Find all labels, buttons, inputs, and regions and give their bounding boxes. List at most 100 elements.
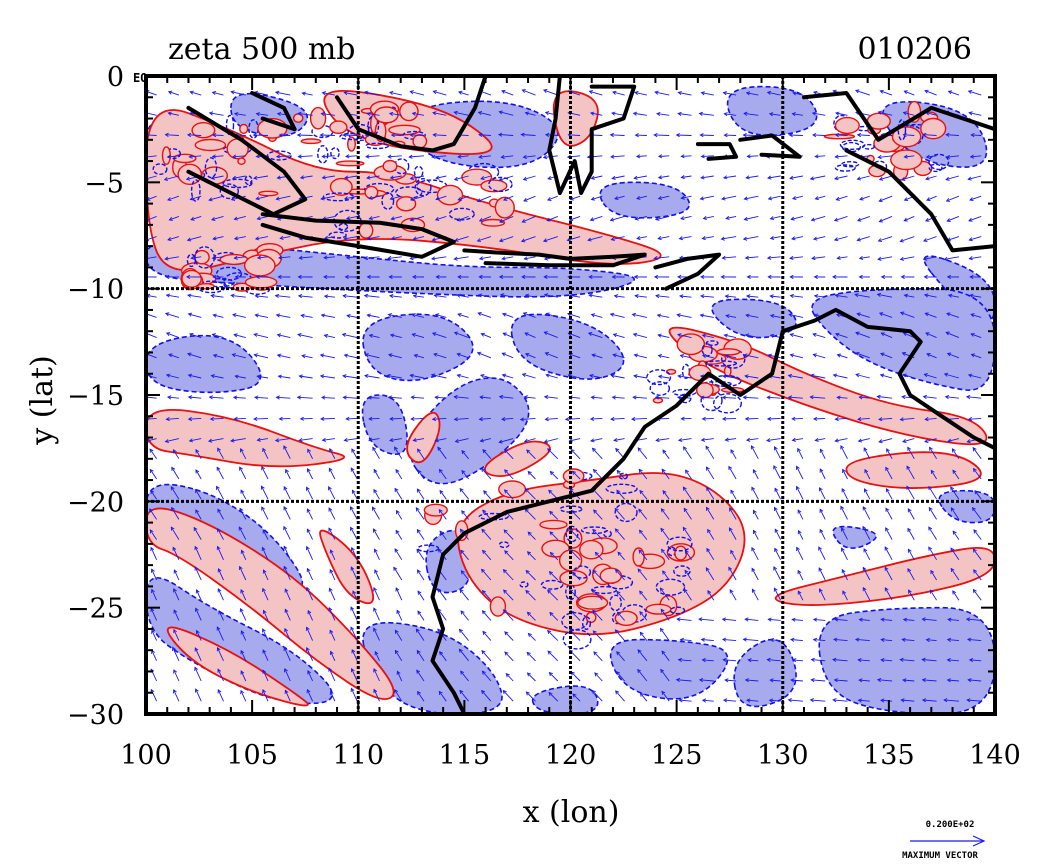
wind-vector bbox=[256, 255, 269, 260]
wind-vector bbox=[880, 332, 893, 339]
wind-vector bbox=[457, 195, 469, 201]
wind-vector bbox=[351, 648, 358, 661]
wind-vector bbox=[676, 313, 692, 318]
wind-vector bbox=[631, 312, 647, 318]
wind-vector bbox=[632, 111, 647, 116]
wind-vector bbox=[679, 637, 692, 642]
wind-vector bbox=[611, 175, 625, 180]
wind-vector bbox=[728, 566, 737, 581]
wind-vector bbox=[811, 111, 826, 116]
wind-vector bbox=[766, 395, 781, 400]
wind-vector bbox=[146, 274, 157, 279]
wind-vector bbox=[456, 293, 469, 298]
wind-vector bbox=[745, 437, 759, 442]
wind-vector bbox=[341, 332, 358, 339]
wind-vector bbox=[744, 416, 759, 421]
legend-vector-label: MAXIMUM VECTOR bbox=[902, 851, 978, 861]
positive-region-6 bbox=[774, 546, 995, 606]
wind-vector bbox=[151, 588, 158, 601]
wind-vector bbox=[924, 312, 937, 318]
small-contour bbox=[605, 483, 638, 494]
wind-vector bbox=[230, 293, 246, 298]
wind-vector bbox=[319, 133, 335, 138]
wind-vector bbox=[725, 215, 737, 220]
wind-vector bbox=[836, 353, 848, 359]
wind-vector bbox=[744, 617, 759, 622]
wind-vector bbox=[410, 395, 425, 400]
wind-vector bbox=[790, 678, 803, 683]
wind-vector bbox=[439, 530, 447, 540]
wind-vector bbox=[588, 90, 603, 96]
wind-vector bbox=[879, 373, 893, 379]
wind-vector bbox=[639, 489, 648, 500]
wind-vector bbox=[345, 154, 358, 159]
wind-vector bbox=[501, 256, 514, 261]
wind-vector bbox=[549, 611, 559, 621]
wind-vector bbox=[501, 312, 514, 318]
wind-vector bbox=[478, 154, 491, 159]
wind-vector bbox=[216, 485, 224, 500]
wind-vector bbox=[684, 569, 692, 581]
wind-vector bbox=[862, 586, 871, 601]
wind-vector bbox=[261, 465, 269, 480]
wind-vector bbox=[526, 449, 536, 460]
wind-vector bbox=[395, 468, 403, 480]
wind-vector bbox=[349, 506, 358, 520]
wind-vector bbox=[880, 274, 893, 279]
coastline-10 bbox=[780, 307, 995, 451]
wind-vector bbox=[457, 274, 469, 279]
wind-vector bbox=[706, 506, 715, 520]
wind-vector bbox=[481, 528, 492, 540]
wind-vector bbox=[903, 154, 915, 159]
wind-vector bbox=[789, 274, 803, 279]
wind-vector bbox=[275, 313, 291, 318]
wind-vector bbox=[588, 274, 603, 279]
small-contour bbox=[367, 115, 380, 137]
wind-vector bbox=[363, 90, 380, 96]
wind-vector bbox=[300, 313, 313, 318]
wind-vector bbox=[791, 617, 803, 622]
wind-vector bbox=[923, 293, 937, 298]
wind-vector bbox=[368, 195, 380, 200]
wind-vector bbox=[787, 373, 803, 379]
wind-vector bbox=[438, 508, 447, 520]
wind-vector bbox=[590, 175, 603, 180]
wind-vector bbox=[373, 488, 380, 500]
wind-vector bbox=[297, 332, 313, 339]
positive-region-4 bbox=[845, 451, 982, 489]
wind-vector bbox=[210, 293, 224, 298]
wind-vector bbox=[730, 449, 737, 460]
wind-vector bbox=[721, 395, 737, 400]
wind-vector bbox=[150, 546, 158, 560]
wind-vector bbox=[834, 416, 848, 422]
wind-vector bbox=[172, 646, 180, 661]
wind-vector bbox=[810, 677, 826, 683]
small-contour bbox=[645, 603, 672, 615]
wind-vector bbox=[590, 313, 603, 318]
wind-vector bbox=[373, 528, 380, 540]
wind-vector bbox=[855, 373, 870, 379]
wind-vector bbox=[480, 175, 492, 180]
wind-vector bbox=[790, 637, 803, 642]
wind-vector bbox=[194, 566, 202, 581]
wind-vector bbox=[745, 91, 759, 96]
wind-vector bbox=[613, 437, 625, 443]
coastline-0 bbox=[186, 105, 308, 217]
wind-vector bbox=[924, 438, 937, 444]
wind-vector bbox=[523, 395, 536, 400]
wind-vector bbox=[706, 486, 715, 500]
wind-vector bbox=[167, 90, 180, 96]
wind-vector bbox=[878, 438, 893, 444]
wind-vector bbox=[653, 274, 670, 279]
wind-vector bbox=[946, 678, 959, 683]
wind-vector bbox=[811, 256, 826, 261]
wind-vector bbox=[389, 175, 402, 180]
wind-vector bbox=[189, 332, 202, 339]
wind-vector bbox=[185, 274, 202, 279]
wind-vector bbox=[907, 567, 915, 581]
wind-vector bbox=[458, 628, 469, 641]
wind-vector bbox=[638, 529, 648, 540]
wind-vector bbox=[194, 647, 202, 661]
wind-vector bbox=[682, 526, 692, 540]
small-contour bbox=[539, 519, 568, 530]
